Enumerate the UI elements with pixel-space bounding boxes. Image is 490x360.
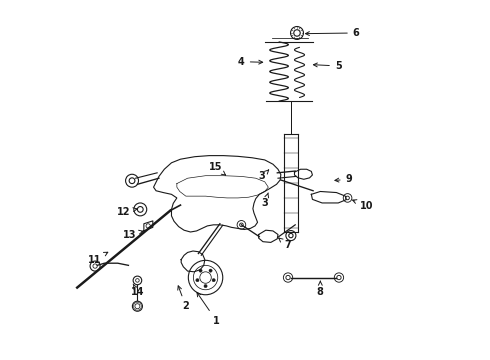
Text: 1: 1 xyxy=(197,293,220,325)
Text: 12: 12 xyxy=(117,207,137,217)
Text: 14: 14 xyxy=(131,284,144,297)
Text: 3: 3 xyxy=(261,193,269,208)
Circle shape xyxy=(196,279,199,282)
Text: 11: 11 xyxy=(88,252,108,265)
Circle shape xyxy=(212,279,215,282)
Circle shape xyxy=(209,269,212,272)
Text: 2: 2 xyxy=(178,286,189,311)
Text: 13: 13 xyxy=(123,230,143,239)
Text: 7: 7 xyxy=(279,238,291,250)
Text: 15: 15 xyxy=(209,162,225,175)
Text: 5: 5 xyxy=(314,61,342,71)
Circle shape xyxy=(199,269,202,272)
Text: 6: 6 xyxy=(306,28,360,38)
Text: 8: 8 xyxy=(317,281,324,297)
Text: 3: 3 xyxy=(259,170,269,181)
Text: 10: 10 xyxy=(353,200,374,211)
Circle shape xyxy=(204,284,207,288)
Text: 9: 9 xyxy=(335,174,352,184)
Text: 4: 4 xyxy=(238,57,263,67)
